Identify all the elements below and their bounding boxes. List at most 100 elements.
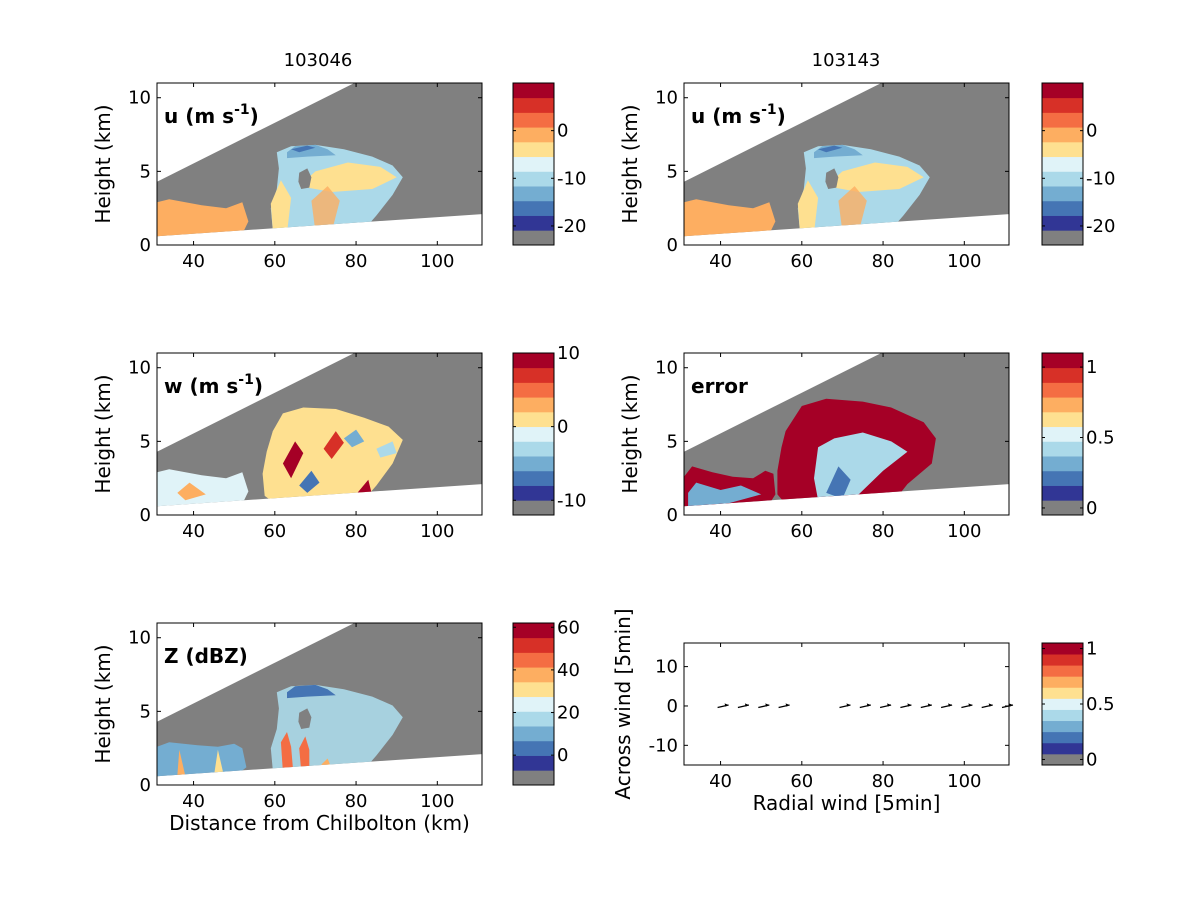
x-tick-label: 100 [947, 251, 981, 272]
colorbar-swatch [513, 186, 554, 202]
axes-frame [156, 622, 483, 786]
field-layer [157, 684, 403, 777]
colorbar-frame [512, 352, 555, 516]
w-field-downdraft-2 [343, 429, 365, 448]
x-tick-label: 100 [420, 251, 454, 272]
wind-arrow-head [968, 703, 973, 707]
z-field-core-1 [280, 732, 294, 772]
field-layer [157, 144, 403, 237]
annotation-superscript: -1 [761, 102, 777, 118]
y-axis-label: Height (km) [91, 374, 115, 493]
y-tick-label: 10 [128, 628, 151, 649]
colorbar-swatch [513, 623, 554, 639]
annotation-text-end: ) [777, 104, 786, 128]
z-field-core-2 [299, 736, 310, 771]
wind-arrow [920, 703, 932, 709]
x-tick-label: 60 [790, 251, 813, 272]
colorbar-frame [512, 82, 555, 246]
wind-arrow [961, 703, 973, 709]
colorbar-swatch [513, 112, 554, 128]
colorbar-swatch [513, 127, 554, 143]
colorbar-swatch [1042, 742, 1083, 755]
colorbar-swatch [513, 397, 554, 413]
field-layer [684, 144, 930, 237]
colorbar-frame [512, 622, 555, 786]
colorbar-swatch [513, 755, 554, 771]
y-tick-label: 0 [140, 235, 151, 256]
wind-arrow-head [948, 703, 953, 707]
column-title-left: 103046 [284, 50, 353, 71]
colorbar-swatch [1042, 654, 1083, 666]
y-tick-label: 10 [655, 88, 678, 109]
colorbar-tick-label: 40 [557, 660, 580, 681]
colorbar-swatch [1042, 698, 1083, 710]
annotation-text: w (m s [164, 374, 238, 398]
u-field-anvil-top [291, 145, 316, 153]
x-tick-label: 100 [420, 791, 454, 812]
y-tick-label: 5 [140, 701, 151, 722]
colorbar-frame [1041, 352, 1084, 516]
colorbar-tick-label: 0 [557, 417, 568, 438]
x-tick-label: 80 [872, 251, 895, 272]
colorbar-swatch [513, 141, 554, 158]
axes-frame [156, 352, 483, 516]
colorbar-swatch [1042, 97, 1083, 113]
y-tick-label: 10 [128, 358, 151, 379]
colorbar-swatch [513, 740, 554, 756]
colorbar-tick-label: -10 [557, 490, 586, 511]
colorbar-swatch [513, 97, 554, 113]
colorbar-swatch [513, 156, 554, 172]
x-axis-label: Distance from Chilbolton (km) [169, 811, 470, 835]
colorbar-tick-label: 0 [557, 121, 568, 142]
colorbar-swatch [1042, 676, 1083, 688]
annotation-superscript: -1 [234, 102, 250, 118]
y-tick-label: 10 [655, 657, 678, 678]
colorbar-swatch [513, 770, 554, 786]
x-tick-label: 40 [709, 251, 732, 272]
wind-arrow-head [988, 703, 993, 707]
axes-frame [156, 82, 483, 246]
colorbar-swatch [1042, 709, 1083, 722]
y-tick-label: 5 [140, 431, 151, 452]
colorbar-swatch [513, 200, 554, 216]
colorbar-swatch [513, 667, 554, 683]
colorbar-swatch [1042, 353, 1083, 369]
annotation-superscript: -1 [238, 372, 254, 388]
y-tick-label: -10 [649, 735, 678, 756]
annotation-text-end: ) [250, 104, 259, 128]
colorbar-swatch [1042, 141, 1083, 158]
colorbar-swatch [513, 230, 554, 246]
z-field-left [157, 742, 247, 777]
annotation-text: u (m s [691, 104, 761, 128]
colorbar-swatch [1042, 382, 1083, 398]
colorbar-tick-label: 0.5 [1086, 694, 1115, 715]
wind-arrow [839, 703, 851, 709]
axes-frame [683, 352, 1010, 516]
panel-annotation: w (m s-1) [164, 372, 263, 398]
u-field-gap [825, 168, 839, 189]
colorbar-swatch [1042, 127, 1083, 143]
z-field-left-core [177, 749, 186, 777]
x-tick-label: 100 [420, 521, 454, 542]
u-field-warm-core [838, 186, 867, 232]
colorbar-swatch [513, 470, 554, 486]
y-axis-label: Height (km) [618, 104, 642, 223]
colorbar-swatch [513, 456, 554, 472]
z-field-left-core-2 [213, 749, 224, 777]
axes-frame [683, 82, 1010, 246]
colorbar-swatch [1042, 731, 1083, 744]
wind-arrow-head [765, 703, 770, 707]
colorbar-tick-label: 0 [557, 745, 568, 766]
u-field-warm-left [270, 180, 292, 234]
colorbar-swatch [1042, 367, 1083, 383]
colorbar-swatch [513, 681, 554, 698]
colorbar-swatch [1042, 397, 1083, 413]
colorbar-swatch [1042, 171, 1083, 187]
annotation-text: u (m s [164, 104, 234, 128]
u-field-left [157, 199, 249, 237]
wind-arrow-head [866, 703, 871, 707]
